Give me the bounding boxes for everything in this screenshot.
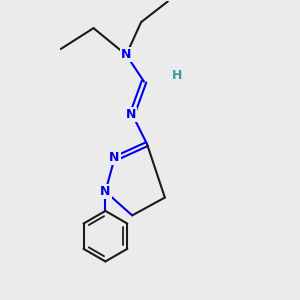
Text: N: N bbox=[109, 151, 119, 164]
Text: N: N bbox=[100, 185, 111, 198]
Text: N: N bbox=[121, 48, 131, 62]
Text: H: H bbox=[172, 69, 182, 82]
Text: N: N bbox=[125, 108, 136, 121]
